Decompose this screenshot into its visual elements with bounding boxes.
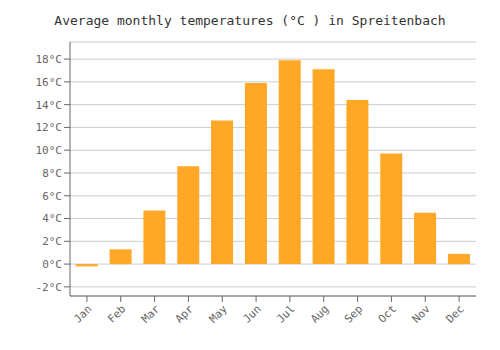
svg-text:May: May [207,302,231,326]
svg-text:2°C: 2°C [42,235,62,248]
svg-text:12°C: 12°C [36,121,63,134]
svg-text:4°C: 4°C [42,212,62,225]
svg-text:Apr: Apr [173,302,197,326]
svg-text:8°C: 8°C [42,167,62,180]
svg-text:10°C: 10°C [36,144,63,157]
svg-text:16°C: 16°C [36,76,63,89]
svg-text:Dec: Dec [443,302,466,325]
svg-text:Mar: Mar [139,302,163,326]
html-text:Average monthly temperatures (: Average monthly temperatures (°C ) in Sp… [54,13,446,28]
svg-text:Feb: Feb [105,302,128,325]
svg-text:-2°C: -2°C [36,281,63,294]
svg-text:Jun: Jun [240,302,263,325]
svg-text:Jan: Jan [71,302,94,325]
svg-text:18°C: 18°C [36,53,63,66]
svg-text:14°C: 14°C [36,99,63,112]
svg-text:6°C: 6°C [42,190,62,203]
svg-text:Nov: Nov [410,302,434,326]
svg-text:Jul: Jul [274,302,297,325]
svg-text:Sep: Sep [342,302,365,325]
svg-text:0°C: 0°C [42,258,62,271]
svg-text:Aug: Aug [308,302,331,325]
svg-text:Oct: Oct [376,302,399,325]
